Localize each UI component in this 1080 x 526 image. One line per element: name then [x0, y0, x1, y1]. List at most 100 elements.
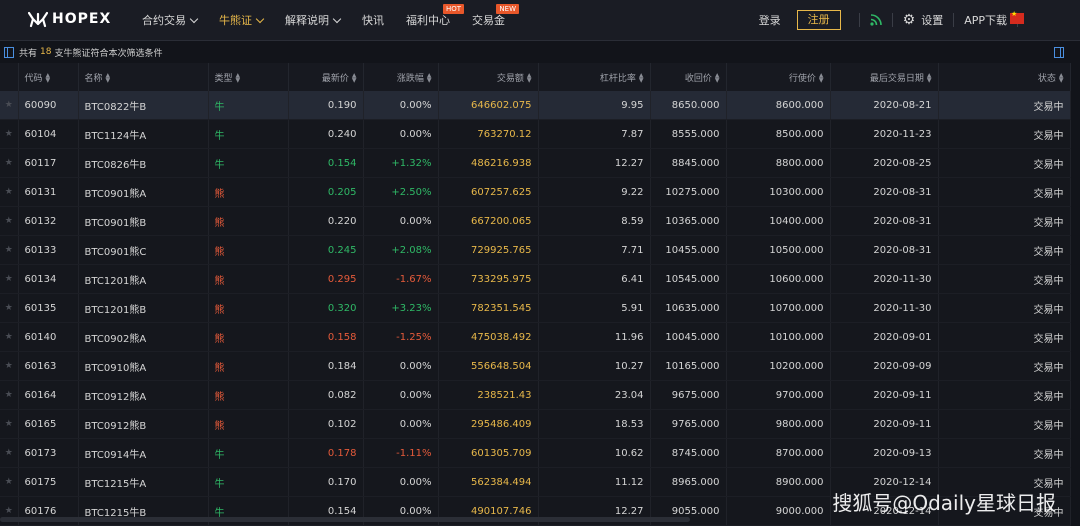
app-download-link[interactable]: APP下载 — [964, 14, 1007, 27]
nav-item-3[interactable]: 快讯 — [362, 12, 384, 28]
cell-last-date: 2020-08-31 — [830, 177, 939, 207]
table-row[interactable]: ★ 60132 BTC0901熊B 熊 0.220 0.00% 667200.065 8.59… — [0, 206, 1071, 236]
favorite-star-icon[interactable]: ★ — [0, 438, 19, 468]
sort-icon[interactable]: ▲ ▼ — [105, 72, 111, 84]
rss-icon[interactable] — [870, 14, 882, 26]
favorite-star-icon[interactable]: ★ — [0, 264, 19, 294]
cell-leverage: 9.22 — [538, 177, 651, 207]
cell-volume: 607257.625 — [438, 177, 539, 207]
settings-link[interactable]: 设置 — [921, 14, 944, 27]
cell-price: 0.220 — [288, 206, 364, 236]
favorite-star-icon[interactable]: ★ — [0, 380, 19, 410]
horizontal-scrollbar[interactable] — [0, 517, 690, 522]
table-row[interactable]: ★ 60090 BTC0822牛B 牛 0.190 0.00% 646602.075 9.95… — [0, 91, 1071, 120]
sort-icon[interactable]: ▲ ▼ — [351, 72, 357, 84]
cell-strike: 9700.000 — [726, 380, 831, 410]
favorite-star-icon[interactable]: ★ — [0, 177, 19, 207]
favorite-star-icon[interactable]: ★ — [0, 293, 19, 323]
cell-name: BTC1201熊A — [78, 264, 209, 294]
cell-change: +2.50% — [363, 177, 439, 207]
cell-callback: 10165.000 — [650, 351, 727, 381]
sort-icon[interactable]: ▲ ▼ — [426, 72, 432, 84]
cell-strike: 9800.000 — [726, 409, 831, 439]
nav-item-1[interactable]: 牛熊证 — [219, 12, 265, 28]
table-row[interactable]: ★ 60104 BTC1124牛A 牛 0.240 0.00% 763270.12 7.87 8… — [0, 119, 1071, 149]
cell-code: 60175 — [18, 467, 79, 497]
cell-type: 熊 — [208, 206, 289, 236]
favorite-star-icon[interactable]: ★ — [0, 351, 19, 381]
column-header[interactable]: 最后交易日期 ▲ ▼ — [830, 63, 939, 91]
favorite-star-icon[interactable]: ★ — [0, 322, 19, 352]
sort-icon[interactable]: ▲ ▼ — [526, 72, 532, 84]
table-row[interactable]: ★ 60163 BTC0910熊A 熊 0.184 0.00% 556648.504 10.2… — [0, 351, 1071, 381]
cell-strike: 10200.000 — [726, 351, 831, 381]
favorite-star-icon[interactable]: ★ — [0, 467, 19, 497]
main-nav: 合约交易 牛熊证 解释说明 快讯 福利中心 HOT 交易金 NEW — [142, 0, 527, 40]
cell-change: -1.67% — [363, 264, 439, 294]
column-header[interactable]: 杠杆比率 ▲ ▼ — [538, 63, 651, 91]
table-row[interactable]: ★ 60117 BTC0826牛B 牛 0.154 +1.32% 486216.938 12.… — [0, 148, 1071, 178]
cell-type: 熊 — [208, 409, 289, 439]
collapse-right-panel-icon[interactable] — [1054, 47, 1064, 58]
sort-icon[interactable]: ▲ ▼ — [926, 72, 932, 84]
table-row[interactable]: ★ 60135 BTC1201熊B 熊 0.320 +3.23% 782351.545 5.9… — [0, 293, 1071, 323]
table-row[interactable]: ★ 60131 BTC0901熊A 熊 0.205 +2.50% 607257.625 9.2… — [0, 177, 1071, 207]
favorite-star-icon[interactable]: ★ — [0, 119, 19, 149]
column-header[interactable]: 涨跌幅 ▲ ▼ — [363, 63, 439, 91]
hopex-logo[interactable]: HOPEX — [28, 10, 111, 28]
column-header[interactable]: 行使价 ▲ ▼ — [726, 63, 831, 91]
cell-callback: 9765.000 — [650, 409, 727, 439]
column-header-label: 涨跌幅 — [396, 73, 424, 84]
cell-change: -1.11% — [363, 438, 439, 468]
favorite-star-icon[interactable]: ★ — [0, 91, 19, 120]
column-header[interactable]: 交易额 ▲ ▼ — [438, 63, 539, 91]
column-header[interactable]: 代码 ▲ ▼ — [18, 63, 79, 91]
column-header[interactable]: 最新价 ▲ ▼ — [288, 63, 364, 91]
nav-item-4[interactable]: 福利中心 HOT — [406, 4, 464, 28]
sort-icon[interactable]: ▲ ▼ — [638, 72, 644, 84]
table-row[interactable]: ★ 60175 BTC1215牛A 牛 0.170 0.00% 562384.494 11.1… — [0, 467, 1071, 497]
column-header[interactable]: 名称 ▲ ▼ — [78, 63, 209, 91]
table-row[interactable]: ★ 60140 BTC0902熊A 熊 0.158 -1.25% 475038.492 11.… — [0, 322, 1071, 352]
info-prefix: 共有 — [19, 48, 38, 59]
sort-icon[interactable]: ▲ ▼ — [714, 72, 720, 84]
cell-status: 交易中 — [938, 148, 1071, 178]
cell-status: 交易中 — [938, 293, 1071, 323]
cell-volume: 601305.709 — [438, 438, 539, 468]
favorite-star-icon[interactable]: ★ — [0, 206, 19, 236]
sort-icon[interactable]: ▲ ▼ — [1058, 72, 1064, 84]
sort-icon[interactable]: ▲ ▼ — [45, 72, 51, 84]
cell-callback: 8845.000 — [650, 148, 727, 178]
column-header[interactable]: 状态 ▲ ▼ — [938, 63, 1071, 91]
chevron-down-icon — [332, 14, 342, 24]
cell-type: 熊 — [208, 322, 289, 352]
table-row[interactable]: ★ 60165 BTC0912熊B 熊 0.102 0.00% 295486.409 18.5… — [0, 409, 1071, 439]
cell-change: +2.08% — [363, 235, 439, 265]
favorite-star-icon[interactable]: ★ — [0, 235, 19, 265]
cell-strike: 10500.000 — [726, 235, 831, 265]
collapse-left-panel-icon[interactable] — [4, 46, 14, 58]
nav-item-2[interactable]: 解释说明 — [285, 12, 342, 28]
cell-change: 0.00% — [363, 380, 439, 410]
table-row[interactable]: ★ 60164 BTC0912熊A 熊 0.082 0.00% 238521.43 23.04… — [0, 380, 1071, 410]
nav-item-5[interactable]: 交易金 NEW — [472, 4, 519, 28]
table-row[interactable]: ★ 60173 BTC0914牛A 牛 0.178 -1.11% 601305.709 10.… — [0, 438, 1071, 468]
table-row[interactable]: ★ 60133 BTC0901熊C 熊 0.245 +2.08% 729925.765 7.7… — [0, 235, 1071, 265]
china-flag-icon[interactable] — [1010, 10, 1024, 24]
cell-price: 0.158 — [288, 322, 364, 352]
column-header[interactable]: 类型 ▲ ▼ — [208, 63, 289, 91]
sort-icon[interactable]: ▲ ▼ — [818, 72, 824, 84]
register-button[interactable]: 注册 — [796, 10, 841, 30]
gear-icon[interactable]: ⚙ — [902, 12, 916, 28]
favorite-star-icon[interactable]: ★ — [0, 148, 19, 178]
cell-code: 60165 — [18, 409, 79, 439]
cell-price: 0.184 — [288, 351, 364, 381]
table-row[interactable]: ★ 60134 BTC1201熊A 熊 0.295 -1.67% 733295.975 6.4… — [0, 264, 1071, 294]
login-link[interactable]: 登录 — [758, 14, 781, 27]
nav-item-0[interactable]: 合约交易 — [142, 12, 199, 28]
favorite-star-icon[interactable]: ★ — [0, 409, 19, 439]
column-header[interactable]: 收回价 ▲ ▼ — [650, 63, 727, 91]
sort-icon[interactable]: ▲ ▼ — [235, 72, 241, 84]
cell-status: 交易中 — [938, 322, 1071, 352]
cell-name: BTC0901熊C — [78, 235, 209, 265]
